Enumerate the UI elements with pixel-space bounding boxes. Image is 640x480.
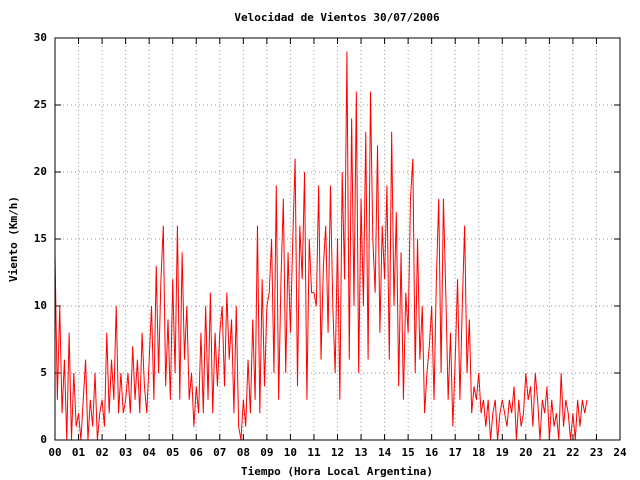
- x-tick-label: 07: [213, 446, 226, 459]
- x-tick-label: 02: [95, 446, 108, 459]
- y-axis-label: Viento (Km/h): [7, 196, 20, 282]
- x-tick-label: 13: [354, 446, 367, 459]
- x-tick-label: 14: [378, 446, 392, 459]
- x-tick-label: 16: [425, 446, 439, 459]
- x-tick-label: 08: [237, 446, 250, 459]
- plot-border: [54, 37, 621, 441]
- x-tick-label: 01: [72, 446, 86, 459]
- plot-area: [54, 51, 588, 441]
- y-tick-label: 0: [40, 433, 47, 446]
- x-tick-label: 00: [48, 446, 61, 459]
- x-tick-label: 10: [284, 446, 297, 459]
- x-tick-label: 18: [472, 446, 485, 459]
- x-tick-label: 12: [331, 446, 344, 459]
- x-tick-label: 05: [166, 446, 179, 459]
- y-tick-label: 10: [34, 299, 47, 312]
- x-tick-label: 22: [566, 446, 579, 459]
- y-tick-label: 25: [34, 98, 47, 111]
- y-tick-label: 15: [34, 232, 47, 245]
- x-tick-label: 19: [496, 446, 509, 459]
- x-tick-label: 04: [143, 446, 157, 459]
- x-tick-label: 21: [543, 446, 557, 459]
- x-tick-label: 11: [307, 446, 321, 459]
- x-tick-label: 24: [613, 446, 627, 459]
- x-tick-label: 03: [119, 446, 132, 459]
- y-tick-label: 20: [34, 165, 47, 178]
- x-tick-label: 06: [190, 446, 204, 459]
- x-tick-label: 17: [449, 446, 462, 459]
- x-axis-label: Tiempo (Hora Local Argentina): [241, 465, 433, 478]
- x-tick-label: 20: [519, 446, 532, 459]
- y-tick-label: 5: [40, 366, 47, 379]
- chart-title: Velocidad de Vientos 30/07/2006: [234, 11, 440, 24]
- x-tick-label: 09: [260, 446, 273, 459]
- x-tick-label: 23: [590, 446, 603, 459]
- y-tick-label: 30: [34, 31, 47, 44]
- x-tick-label: 15: [402, 446, 415, 459]
- data-line: [54, 51, 588, 441]
